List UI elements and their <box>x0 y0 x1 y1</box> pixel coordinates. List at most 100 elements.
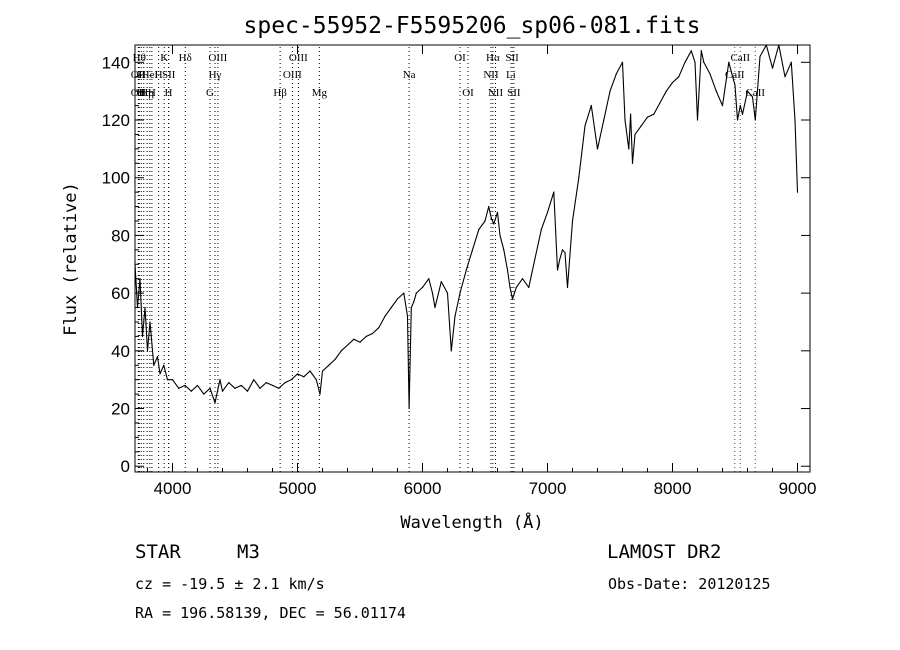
spectrum-point-0-95 <box>596 148 599 150</box>
spectrum-point-0-134 <box>790 61 792 63</box>
spectral-line-label-21: OI <box>454 52 466 64</box>
spectrum-point-0-57 <box>421 286 424 288</box>
spectrum-layer <box>134 44 799 410</box>
spectrum-point-0-77 <box>509 286 511 288</box>
x-tick-label-1: 5000 <box>279 479 317 498</box>
spectrum-point-0-11 <box>166 379 169 381</box>
spectrum-point-0-100 <box>624 119 626 121</box>
spectrum-point-0-110 <box>671 81 674 84</box>
spectral-line-label-15: OIII <box>208 52 227 64</box>
spectral-line-label-22: OI <box>462 87 474 99</box>
spectrum-point-0-98 <box>615 73 617 75</box>
spectrum-point-0-25 <box>246 390 249 392</box>
spectrum-point-0-16 <box>196 384 199 387</box>
spectrum-point-0-64 <box>454 315 456 317</box>
spectrum-point-0-104 <box>634 133 636 136</box>
spectrum-point-0-131 <box>771 67 774 69</box>
spectrum-point-0-72 <box>493 223 495 225</box>
spectrum-point-0-55 <box>413 301 415 303</box>
spectrum-point-0-88 <box>561 249 564 251</box>
spectrum-point-0-65 <box>459 292 461 294</box>
spectrum-point-0-114 <box>694 61 696 63</box>
x-axis-ticks: 4000 5000 6000 7000 8000 9000 <box>147 45 816 498</box>
spectrum-point-0-75 <box>503 249 505 251</box>
spectral-line-label-7: H <box>148 87 156 99</box>
spectrum-point-0-108 <box>659 102 661 104</box>
spectral-line-label-26: Li <box>506 69 516 81</box>
spectrum-point-0-118 <box>709 73 711 75</box>
spectrum-point-0-97 <box>609 90 611 92</box>
y-tick-label-5: 100 <box>102 169 130 188</box>
spectrum-point-0-76 <box>506 269 509 271</box>
spectral-line-label-8: H <box>155 69 163 81</box>
spectrum-point-0-61 <box>440 280 442 283</box>
spectrum-point-0-96 <box>603 119 605 121</box>
spectrum-point-0-70 <box>488 205 490 208</box>
spectrum-point-0-45 <box>365 335 367 337</box>
redshift-velocity: cz = -19.5 ± 2.1 km/s <box>135 575 325 593</box>
spectrum-point-0-90 <box>566 286 569 288</box>
spectral-line-label-12: Hδ <box>179 52 192 64</box>
spectrum-point-0-115 <box>696 119 699 121</box>
spectrum-point-0-69 <box>484 220 486 222</box>
spectrum-point-0-13 <box>178 387 180 389</box>
spectrum-point-0-54 <box>410 306 412 309</box>
spectrum-point-0-43 <box>353 338 355 340</box>
spectrum-point-0-80 <box>521 278 524 280</box>
spectral-line-label-0: Hθ <box>133 52 146 64</box>
spectrum-point-0-44 <box>359 341 361 343</box>
spectrum-point-0-58 <box>428 278 430 280</box>
x-axis-label: Wavelength (Å) <box>400 511 543 533</box>
spectrum-point-0-14 <box>184 384 186 387</box>
x-tick-label-3: 7000 <box>529 479 567 498</box>
spectrum-point-0-103 <box>631 162 634 164</box>
spectrum-point-0-4 <box>144 306 146 309</box>
y-tick-label-7: 140 <box>102 53 130 72</box>
spectral-line-label-23: NII <box>483 69 499 81</box>
x-tick-label-2: 6000 <box>404 479 442 498</box>
x-tick-label-4: 8000 <box>654 479 692 498</box>
spectrum-point-0-26 <box>253 379 255 381</box>
spectrum-point-0-86 <box>556 269 559 271</box>
spectrum-point-0-102 <box>630 113 632 115</box>
spectrum-point-0-48 <box>384 315 386 317</box>
spectrum-point-0-60 <box>434 306 436 309</box>
spectrum-point-0-49 <box>390 306 392 309</box>
spectrum-point-0-23 <box>234 387 236 389</box>
spectrum-point-0-27 <box>259 387 261 389</box>
spectral-line-label-18: OIII <box>289 52 308 64</box>
spectrum-point-0-117 <box>703 61 705 63</box>
spectrum-point-0-66 <box>465 269 467 271</box>
spectrum-point-0-2 <box>139 278 141 280</box>
spectrum-point-0-133 <box>784 76 786 78</box>
spectrum-point-0-37 <box>319 393 321 395</box>
spectrum-point-0-129 <box>759 55 761 58</box>
spectrum-point-0-105 <box>640 125 642 127</box>
spectral-line-label-30: CaII <box>730 52 750 64</box>
spectrum-point-0-35 <box>309 370 311 372</box>
spectrum-point-0-47 <box>378 327 380 329</box>
spectral-line-label-5: Hη <box>140 87 154 99</box>
spectrum-point-0-106 <box>646 116 649 118</box>
y-tick-label-6: 120 <box>102 111 130 130</box>
spectrum-point-0-41 <box>340 350 342 352</box>
y-tick-label-0: 0 <box>121 457 130 476</box>
spectrum-point-0-9 <box>159 373 161 375</box>
spectrum-point-0-99 <box>621 61 624 63</box>
y-tick-label-3: 60 <box>111 284 130 303</box>
spectrum-point-0-93 <box>584 125 586 127</box>
y-axis-ticks: 0 20 40 60 80 100 120 140 <box>102 53 810 476</box>
spectrum-point-0-62 <box>446 292 449 294</box>
spectrum-point-0-135 <box>794 119 796 121</box>
spectrum-point-0-121 <box>728 61 730 63</box>
spectrum-point-0-6 <box>149 321 151 323</box>
spectral-line-label-13: G <box>206 87 214 99</box>
spectral-line-label-25: NII <box>488 87 504 99</box>
spectrum-point-0-56 <box>415 292 417 294</box>
spectrum-point-0-63 <box>450 350 452 352</box>
y-tick-label-2: 40 <box>111 342 130 361</box>
spectral-line-label-24: Hα <box>486 52 500 64</box>
spectrum-point-0-127 <box>751 96 754 98</box>
x-tick-label-0: 4000 <box>154 479 192 498</box>
spectrum-point-0-122 <box>734 84 736 86</box>
